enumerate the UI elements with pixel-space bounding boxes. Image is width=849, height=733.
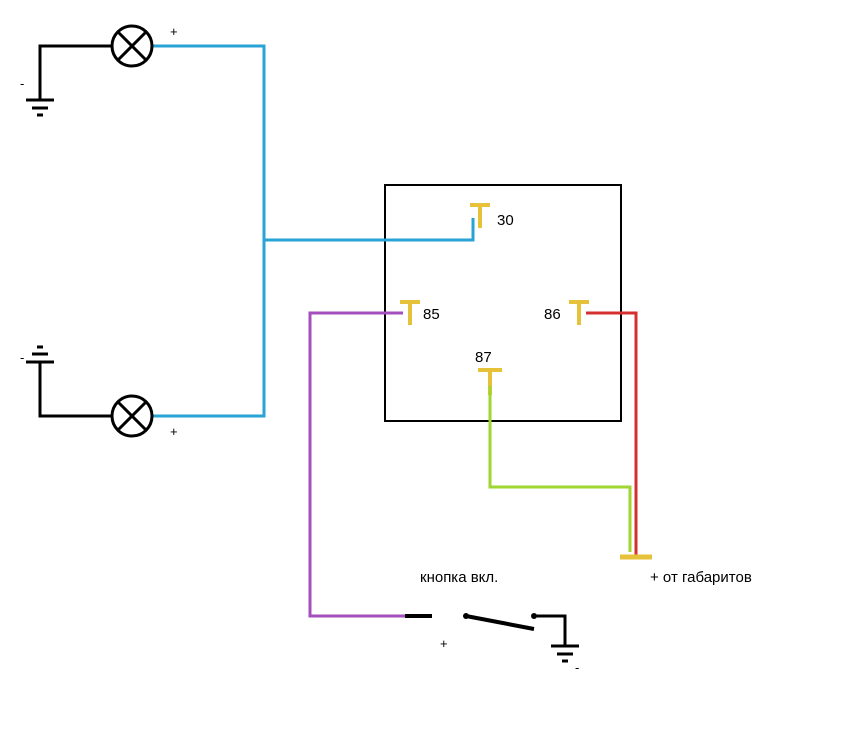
lamp-bottom [112, 396, 152, 436]
from-lights-caption: + от габаритов [650, 569, 752, 586]
pin-30-label: 30 [497, 212, 514, 229]
wire-purple [310, 313, 405, 616]
ground-switch [551, 646, 579, 661]
switch-lead-out [534, 616, 565, 646]
lamp-top [112, 26, 152, 66]
relay-pin-85: 85 [400, 302, 440, 325]
switch-minus: - [575, 660, 579, 675]
switch-arm [466, 616, 534, 629]
relay-pin-86: 86 [544, 302, 589, 325]
pin-85-label: 85 [423, 306, 440, 323]
switch-caption: кнопка вкл. [420, 569, 498, 586]
pin-86-label: 86 [544, 306, 561, 323]
lamp-top-minus: - [20, 76, 24, 91]
switch-plus: + [440, 636, 448, 651]
wire-blue [152, 46, 473, 416]
wire-green [490, 386, 630, 552]
wiring-diagram: 30 85 86 87 [0, 0, 849, 733]
lamp-bot-plus: + [170, 424, 178, 439]
wire-black-lamp-top [40, 46, 112, 100]
lamp-top-plus: + [170, 24, 178, 39]
pin-87-label: 87 [475, 349, 492, 366]
ground-bottom [26, 347, 54, 362]
ground-top [26, 100, 54, 115]
lamp-bot-minus: - [20, 350, 24, 365]
relay-pin-30: 30 [470, 205, 514, 229]
wire-black-lamp-bottom [40, 362, 112, 416]
